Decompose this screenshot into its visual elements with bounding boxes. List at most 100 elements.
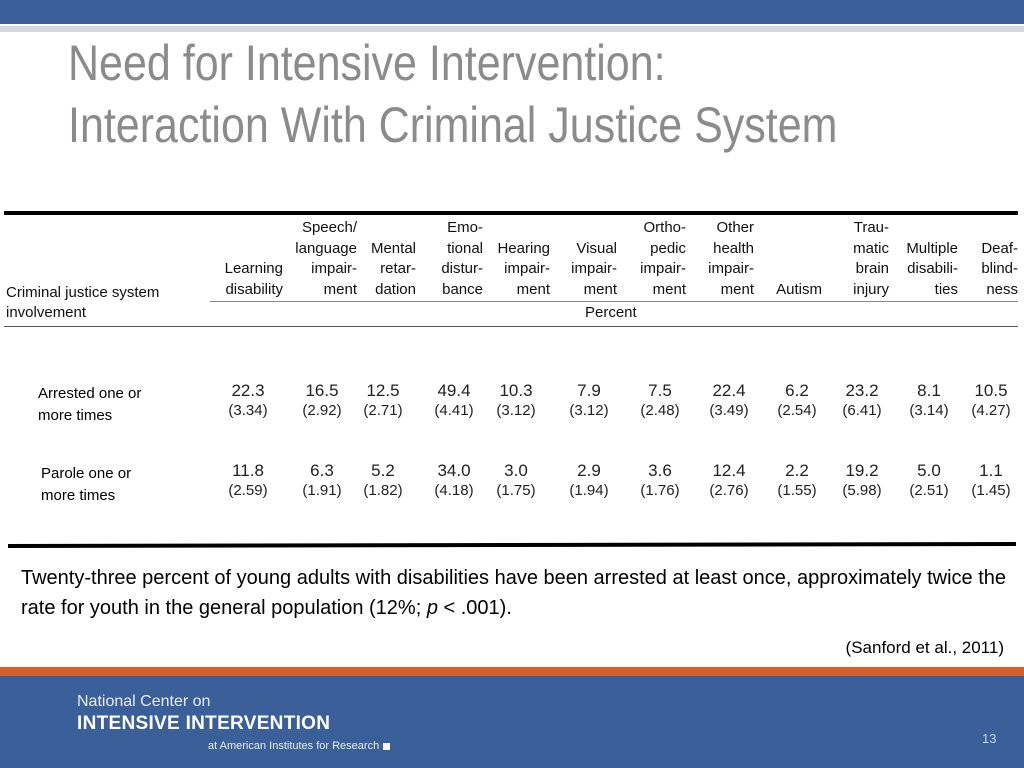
column-header-line: Learning [224, 260, 283, 277]
row-label-arrested: Arrested one or more times [38, 383, 141, 427]
table-cell: 34.0 (4.18) [419, 461, 489, 501]
cell-value: 3.0 [504, 461, 528, 480]
column-header: Trau-matic brain injury [769, 218, 889, 300]
table-cell: 7.5 (2.48) [625, 381, 695, 421]
column-header-line: impair- [640, 260, 686, 277]
slide-title-line-1: Need for Intensive Intervention: [68, 35, 666, 91]
cell-standard-error: (3.12) [496, 402, 536, 419]
column-header-line: impair- [708, 260, 754, 277]
column-header: Deaf-blind-ness [898, 218, 1018, 300]
cell-standard-error: (6.41) [842, 402, 882, 419]
column-header-line: impair- [311, 260, 357, 277]
cell-value: 34.0 [437, 461, 471, 480]
table-cell: 2.2 (1.55) [762, 461, 832, 501]
column-header-line: ties [934, 280, 958, 298]
row-label-line: Parole one or [41, 465, 132, 482]
cell-value: 12.5 [366, 381, 400, 400]
stub-header: Criminal justice system involvement [6, 283, 159, 323]
column-header: Autism [702, 218, 822, 300]
cell-value: 1.1 [979, 461, 1003, 480]
cell-standard-error: (2.92) [302, 402, 342, 419]
cell-standard-error: (5.98) [842, 482, 882, 499]
cell-standard-error: (3.49) [709, 402, 749, 419]
cell-value: 6.2 [785, 381, 809, 400]
column-header-line: retar- [380, 260, 416, 277]
cell-value: 22.3 [231, 381, 265, 400]
cell-value: 19.2 [845, 461, 879, 480]
table-cell: 2.9 (1.94) [554, 461, 624, 501]
column-header: Emo-tional distur-bance [363, 218, 483, 300]
cell-standard-error: (3.12) [569, 402, 609, 419]
cell-value: 23.2 [845, 381, 879, 400]
summary-text-end: < .001). [437, 597, 512, 619]
cell-value: 3.6 [648, 461, 672, 480]
column-header-line: Visual [576, 239, 617, 257]
column-header-line: disabili- [907, 260, 958, 277]
cell-value: 5.2 [371, 461, 395, 480]
table-cell: 6.2 (2.54) [762, 381, 832, 421]
cell-standard-error: (2.59) [228, 482, 268, 499]
cell-standard-error: (4.41) [434, 402, 474, 419]
cell-standard-error: (1.55) [777, 482, 817, 499]
cell-value: 10.5 [974, 381, 1008, 400]
cell-value: 22.4 [712, 381, 746, 400]
cell-value: 6.3 [310, 461, 334, 480]
brand-name-line-1: National Center on [77, 693, 211, 710]
table-cell: 10.5 (4.27) [956, 381, 1024, 421]
cell-standard-error: (4.27) [971, 402, 1011, 419]
column-header-line: tional [447, 239, 483, 257]
cell-standard-error: (2.51) [909, 482, 949, 499]
table-cell: 6.3 (1.91) [287, 461, 357, 501]
cell-standard-error: (1.94) [569, 482, 609, 499]
table-cell: 16.5 (2.92) [287, 381, 357, 421]
cell-standard-error: (2.48) [640, 402, 680, 419]
table-cell: 12.5 (2.71) [348, 381, 418, 421]
column-header: Visual impair-ment [497, 218, 617, 300]
cell-standard-error: (3.34) [228, 402, 268, 419]
cell-value: 2.9 [577, 461, 601, 480]
slide-title: Need for Intensive Intervention: Interac… [68, 32, 876, 156]
footer-accent-strip [0, 667, 1024, 676]
table-cell: 5.2 (1.82) [348, 461, 418, 501]
table-cell: 8.1 (3.14) [894, 381, 964, 421]
cell-value: 16.5 [305, 381, 339, 400]
column-header-line: Ortho- [643, 219, 686, 236]
slide-title-line-2: Interaction With Criminal Justice System [68, 97, 838, 153]
citation: (Sanford et al., 2011) [845, 638, 1004, 657]
table-top-rule [4, 211, 1018, 215]
column-header: Mental retar-dation [296, 218, 416, 300]
column-header-line: disability [225, 280, 283, 298]
cell-standard-error: (1.45) [971, 482, 1011, 499]
cell-value: 12.4 [712, 461, 746, 480]
column-header-line: distur- [441, 260, 483, 277]
cell-standard-error: (3.14) [909, 402, 949, 419]
table-cell: 11.8 (2.59) [213, 461, 283, 501]
footer-band [0, 676, 1024, 768]
table-cell: 22.3 (3.34) [213, 381, 283, 421]
cell-standard-error: (2.71) [363, 402, 403, 419]
cell-value: 11.8 [232, 461, 264, 480]
cell-standard-error: (1.75) [496, 482, 536, 499]
brand-name-line-2: INTENSIVE INTERVENTION [77, 713, 331, 734]
column-header: Multiple disabili-ties [838, 218, 958, 300]
column-header-line: Other [716, 219, 754, 236]
square-icon [383, 742, 391, 750]
table-cell: 10.3 (3.12) [481, 381, 551, 421]
stub-header-line-1: Criminal justice system [6, 284, 160, 301]
brand-tagline: at American Institutes for Research [208, 740, 391, 752]
column-header-line: injury [853, 280, 889, 298]
cell-value: 2.2 [785, 461, 809, 480]
column-header-line: Emo- [447, 219, 483, 236]
cell-standard-error: (1.82) [363, 482, 403, 499]
column-header-line: bance [442, 280, 483, 298]
table-cell: 1.1 (1.45) [956, 461, 1024, 501]
top-divider [0, 26, 1024, 32]
column-header-line: Deaf- [981, 239, 1018, 257]
summary-p-value-symbol: p [426, 597, 438, 619]
column-header-line: ness [986, 280, 1018, 298]
cell-value: 7.9 [577, 381, 601, 400]
table-cell: 3.6 (1.76) [625, 461, 695, 501]
column-header-line: ment [516, 280, 550, 298]
column-header: Other health impair-ment [634, 218, 754, 300]
table-cell: 3.0 (1.75) [481, 461, 551, 501]
